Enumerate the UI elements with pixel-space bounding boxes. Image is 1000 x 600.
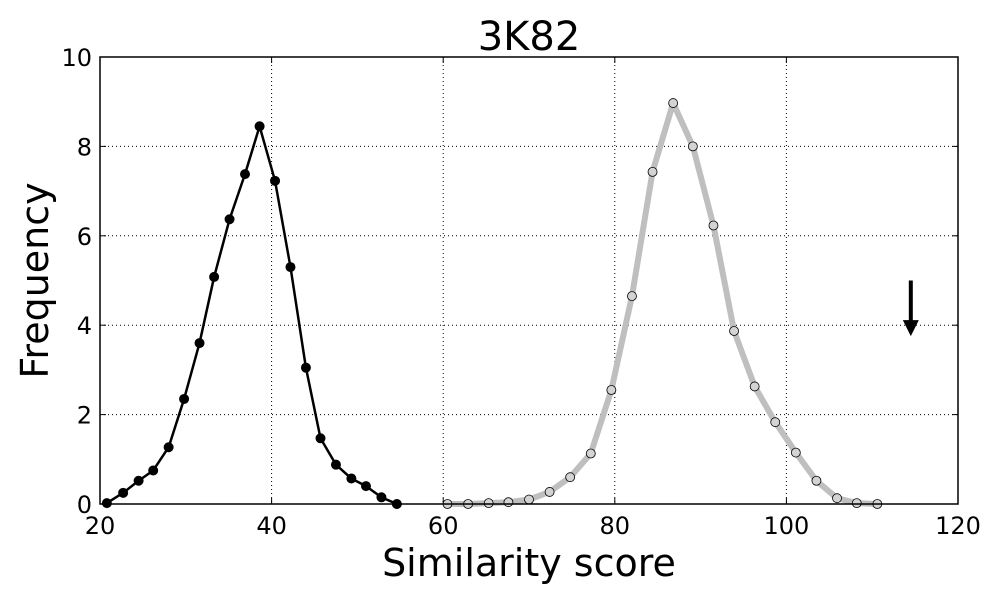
ticks: 20 40 60 80 100 120 0 2 4 6 8 10 xyxy=(61,44,980,540)
data-point xyxy=(285,262,296,273)
data-point xyxy=(687,141,698,152)
data-point xyxy=(300,362,311,373)
data-point xyxy=(606,385,617,395)
data-point xyxy=(585,448,596,459)
annotation-layer xyxy=(902,280,919,337)
plot-frame xyxy=(99,56,959,505)
data-point xyxy=(101,498,112,509)
down-arrow-icon xyxy=(902,280,919,337)
y-tick-label: 2 xyxy=(77,402,92,430)
series-1 xyxy=(101,121,402,509)
data-point xyxy=(179,393,190,404)
y-axis-label: Frequency xyxy=(13,182,57,378)
data-point xyxy=(376,492,387,503)
data-point xyxy=(647,166,658,177)
grid xyxy=(100,57,958,504)
x-tick-label: 120 xyxy=(935,512,981,540)
x-axis-label: Similarity score xyxy=(382,541,676,585)
data-point xyxy=(668,98,679,108)
data-point xyxy=(627,291,637,302)
data-point xyxy=(346,473,357,484)
data-point xyxy=(708,220,719,231)
y-tick-label: 4 xyxy=(77,312,92,340)
y-tick-label: 10 xyxy=(61,44,92,72)
data-point xyxy=(163,442,174,453)
data-point xyxy=(503,497,514,508)
data-point xyxy=(270,175,281,186)
data-point xyxy=(524,494,534,505)
data-point xyxy=(832,493,842,504)
series-line xyxy=(105,125,399,506)
y-tick-label: 0 xyxy=(77,491,92,519)
data-point xyxy=(770,417,781,428)
data-point xyxy=(330,459,341,470)
data-point xyxy=(224,214,235,225)
x-tick-label: 20 xyxy=(85,512,116,540)
data-point xyxy=(565,472,576,483)
data-point xyxy=(254,121,265,132)
y-tick-label: 6 xyxy=(77,223,92,251)
data-point xyxy=(133,475,144,486)
data-point xyxy=(790,447,801,458)
data-point xyxy=(148,465,159,476)
data-point xyxy=(811,475,822,486)
data-point xyxy=(544,487,555,497)
series-line xyxy=(444,100,881,507)
data-point xyxy=(360,481,371,492)
data-point xyxy=(483,498,494,509)
series-layer xyxy=(101,98,883,509)
x-tick-label: 40 xyxy=(256,512,287,540)
x-tick-label: 80 xyxy=(600,512,631,540)
y-tick-label: 8 xyxy=(77,133,92,161)
data-point xyxy=(749,381,760,392)
data-point xyxy=(315,433,326,444)
data-point xyxy=(729,326,739,336)
series-2 xyxy=(442,98,883,509)
data-point xyxy=(240,169,251,180)
data-point xyxy=(118,487,129,498)
data-point xyxy=(851,498,862,509)
x-tick-label: 100 xyxy=(763,512,809,540)
chart-title: 3K82 xyxy=(478,14,581,60)
arrow-head xyxy=(902,320,919,337)
data-point xyxy=(209,271,220,282)
x-tick-label: 60 xyxy=(428,512,459,540)
data-point xyxy=(194,338,205,349)
